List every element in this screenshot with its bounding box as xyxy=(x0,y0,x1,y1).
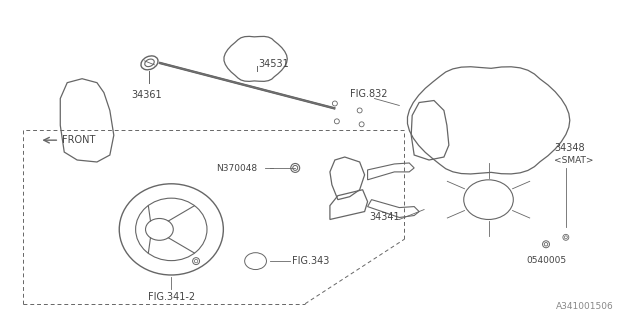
Text: <SMAT>: <SMAT> xyxy=(554,156,593,164)
Text: FIG.341-2: FIG.341-2 xyxy=(148,292,195,302)
Text: N370048: N370048 xyxy=(216,164,257,173)
Text: A341001506: A341001506 xyxy=(556,302,614,311)
Text: FIG.832: FIG.832 xyxy=(349,89,387,99)
Text: FRONT: FRONT xyxy=(62,135,95,145)
Text: FIG.343: FIG.343 xyxy=(292,256,330,266)
Text: 34361: 34361 xyxy=(132,90,163,100)
Text: 0540005: 0540005 xyxy=(526,256,566,265)
Text: 34531: 34531 xyxy=(259,59,289,69)
Text: 34348: 34348 xyxy=(554,143,584,153)
Text: 34341: 34341 xyxy=(369,212,400,222)
